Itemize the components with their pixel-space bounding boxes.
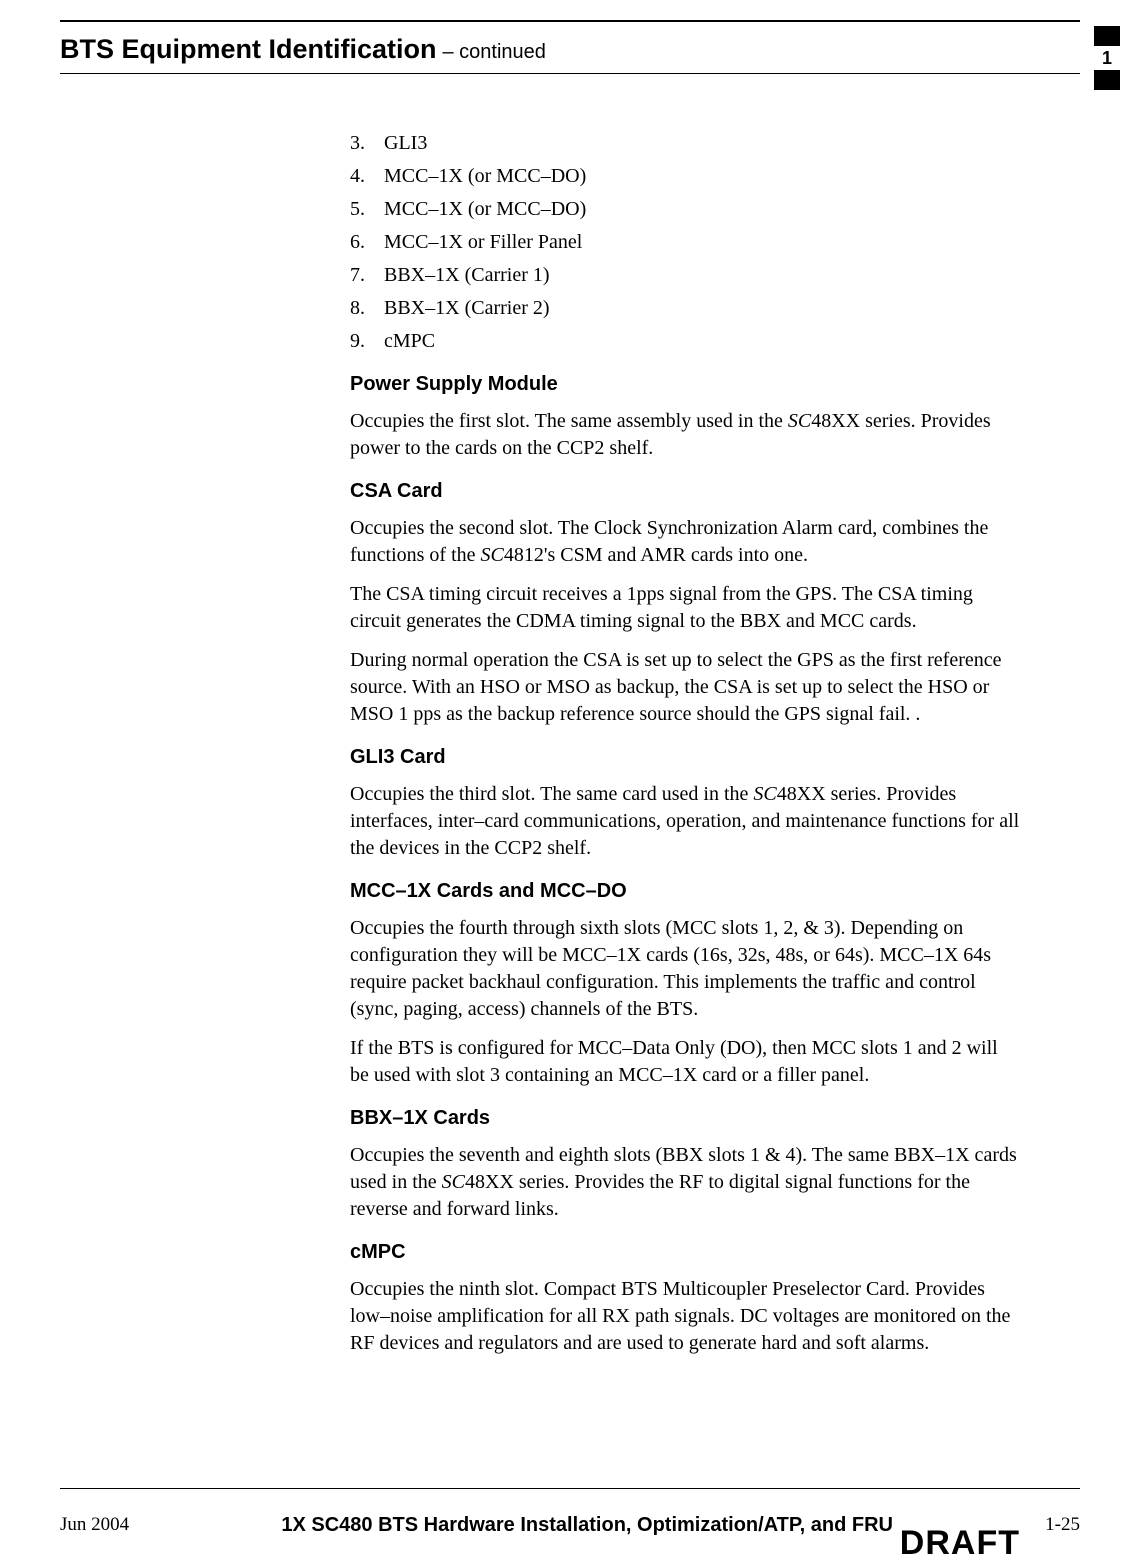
- text: 4812's CSM and AMR cards into one.: [504, 544, 808, 566]
- tab-chapter-number: 1: [1094, 46, 1120, 70]
- tab-bottom-box: [1094, 70, 1120, 90]
- list-text: MCC–1X (or MCC–DO): [384, 196, 586, 223]
- list-item: 7.BBX–1X (Carrier 1): [350, 262, 1020, 289]
- list-item: 3.GLI3: [350, 130, 1020, 157]
- list-text: GLI3: [384, 130, 427, 157]
- header-title: BTS Equipment Identification: [60, 34, 437, 65]
- gli3-paragraph: Occupies the third slot. The same card u…: [350, 781, 1020, 862]
- document-page: BTS Equipment Identification – continued…: [0, 0, 1140, 1567]
- text: Occupies the third slot. The same card u…: [350, 783, 753, 805]
- italic-text: SC: [442, 1171, 465, 1193]
- list-number: 3.: [350, 130, 384, 157]
- list-text: BBX–1X (Carrier 1): [384, 262, 550, 289]
- section-heading-gli3: GLI3 Card: [350, 744, 1020, 771]
- list-number: 9.: [350, 328, 384, 355]
- list-item: 8.BBX–1X (Carrier 2): [350, 295, 1020, 322]
- list-number: 8.: [350, 295, 384, 322]
- footer-page-number: 1-25: [1045, 1508, 1080, 1536]
- mcc-paragraph-1: Occupies the fourth through sixth slots …: [350, 915, 1020, 1023]
- list-number: 7.: [350, 262, 384, 289]
- list-number: 5.: [350, 196, 384, 223]
- list-text: BBX–1X (Carrier 2): [384, 295, 550, 322]
- list-item: 4.MCC–1X (or MCC–DO): [350, 163, 1020, 190]
- csa-paragraph-2: The CSA timing circuit receives a 1pps s…: [350, 581, 1020, 635]
- psm-paragraph: Occupies the first slot. The same assemb…: [350, 408, 1020, 462]
- list-text: MCC–1X or Filler Panel: [384, 229, 582, 256]
- italic-text: SC: [481, 544, 504, 566]
- tab-top-box: [1094, 26, 1120, 46]
- header-continued: – continued: [443, 41, 546, 64]
- footer-date: Jun 2004: [60, 1508, 129, 1536]
- italic-text: SC: [788, 410, 811, 432]
- bbx-paragraph: Occupies the seventh and eighth slots (B…: [350, 1142, 1020, 1223]
- list-item: 5.MCC–1X (or MCC–DO): [350, 196, 1020, 223]
- list-text: MCC–1X (or MCC–DO): [384, 163, 586, 190]
- list-text: cMPC: [384, 328, 435, 355]
- section-heading-csa: CSA Card: [350, 478, 1020, 505]
- section-heading-cmpc: cMPC: [350, 1239, 1020, 1266]
- csa-paragraph-1: Occupies the second slot. The Clock Sync…: [350, 515, 1020, 569]
- page-header: BTS Equipment Identification – continued: [60, 22, 1080, 73]
- chapter-tab: 1: [1094, 26, 1120, 90]
- section-heading-bbx: BBX–1X Cards: [350, 1105, 1020, 1132]
- italic-text: SC: [753, 783, 776, 805]
- list-number: 6.: [350, 229, 384, 256]
- draft-watermark: DRAFT: [900, 1524, 1020, 1563]
- list-item: 6.MCC–1X or Filler Panel: [350, 229, 1020, 256]
- content-area: 3.GLI3 4.MCC–1X (or MCC–DO) 5.MCC–1X (or…: [350, 74, 1020, 1357]
- footer-rule: [60, 1488, 1080, 1489]
- mcc-paragraph-2: If the BTS is configured for MCC–Data On…: [350, 1035, 1020, 1089]
- cmpc-paragraph: Occupies the ninth slot. Compact BTS Mul…: [350, 1276, 1020, 1357]
- csa-paragraph-3: During normal operation the CSA is set u…: [350, 647, 1020, 728]
- list-item: 9.cMPC: [350, 328, 1020, 355]
- section-heading-psm: Power Supply Module: [350, 371, 1020, 398]
- section-heading-mcc: MCC–1X Cards and MCC–DO: [350, 878, 1020, 905]
- text: Occupies the first slot. The same assemb…: [350, 410, 788, 432]
- slot-list: 3.GLI3 4.MCC–1X (or MCC–DO) 5.MCC–1X (or…: [350, 130, 1020, 355]
- list-number: 4.: [350, 163, 384, 190]
